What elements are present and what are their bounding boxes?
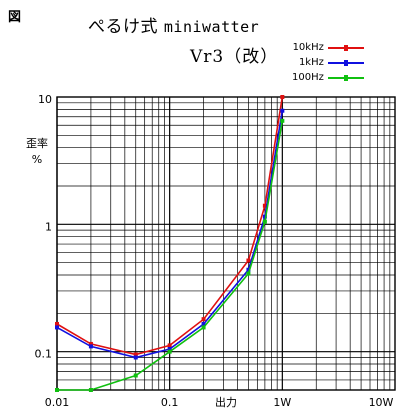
title-prefix: ぺるけ式 xyxy=(88,17,158,37)
legend: 10kHz 1kHz 100Hz xyxy=(292,40,364,85)
data-point-10kHz xyxy=(280,95,285,99)
x-tick-label: 10W xyxy=(369,396,394,409)
data-point-1kHz xyxy=(167,346,172,351)
legend-swatch xyxy=(327,44,364,51)
chart-title-line1: ぺるけ式 miniwatter xyxy=(88,12,259,37)
data-point-100Hz xyxy=(133,373,138,378)
legend-marker xyxy=(343,44,348,51)
plot-frame xyxy=(56,96,396,391)
x-tick-label: 0.01 xyxy=(45,396,70,409)
data-point-100Hz xyxy=(262,219,267,224)
data-point-1kHz xyxy=(262,214,267,219)
data-point-10kHz xyxy=(133,352,138,357)
data-point-10kHz xyxy=(201,317,206,322)
data-point-100Hz xyxy=(201,325,206,330)
y-axis-label-line2: % xyxy=(31,153,43,166)
y-tick-label: 10 xyxy=(38,93,52,106)
data-point-100Hz xyxy=(280,118,285,123)
figure-label: 図 xyxy=(8,10,22,25)
series-line-100Hz xyxy=(57,120,284,391)
data-point-1kHz xyxy=(133,355,138,360)
legend-swatch xyxy=(327,59,364,66)
data-point-100Hz xyxy=(246,271,251,276)
x-tick-label: 1W xyxy=(273,396,291,409)
legend-swatch xyxy=(327,74,364,81)
data-point-10kHz xyxy=(246,258,251,263)
legend-entry-10kHz: 10kHz xyxy=(292,40,364,55)
data-point-1kHz xyxy=(88,344,93,349)
legend-marker xyxy=(343,59,348,66)
legend-entry-1kHz: 1kHz xyxy=(292,55,364,70)
data-point-1kHz xyxy=(55,325,59,330)
legend-entry-100Hz: 100Hz xyxy=(292,70,364,85)
x-axis-label: 出力 xyxy=(215,395,237,409)
x-tick-label: 0.1 xyxy=(161,396,179,409)
data-point-100Hz xyxy=(88,388,93,392)
data-point-10kHz xyxy=(88,341,93,346)
legend-label: 1kHz xyxy=(298,57,324,68)
data-point-1kHz xyxy=(280,108,285,113)
data-point-10kHz xyxy=(262,203,267,208)
legend-marker xyxy=(343,74,348,81)
y-axis-label-line1: 歪率 xyxy=(26,137,48,150)
data-point-10kHz xyxy=(55,321,59,326)
series-line-10kHz xyxy=(56,96,284,356)
legend-label: 100Hz xyxy=(292,72,324,83)
y-tick-label: 1 xyxy=(45,220,52,233)
series-line-1kHz xyxy=(56,110,284,359)
y-tick-label: 0.1 xyxy=(35,348,53,361)
data-point-10kHz xyxy=(167,343,172,348)
data-point-1kHz xyxy=(201,321,206,326)
title-product: miniwatter xyxy=(163,18,260,36)
chart-title-line2: Vr3（改） xyxy=(190,47,279,67)
data-point-1kHz xyxy=(246,267,251,272)
y-axis-label: 歪率 % xyxy=(24,136,50,168)
data-point-100Hz xyxy=(167,349,172,354)
legend-label: 10kHz xyxy=(292,42,324,53)
data-point-100Hz xyxy=(55,388,59,392)
